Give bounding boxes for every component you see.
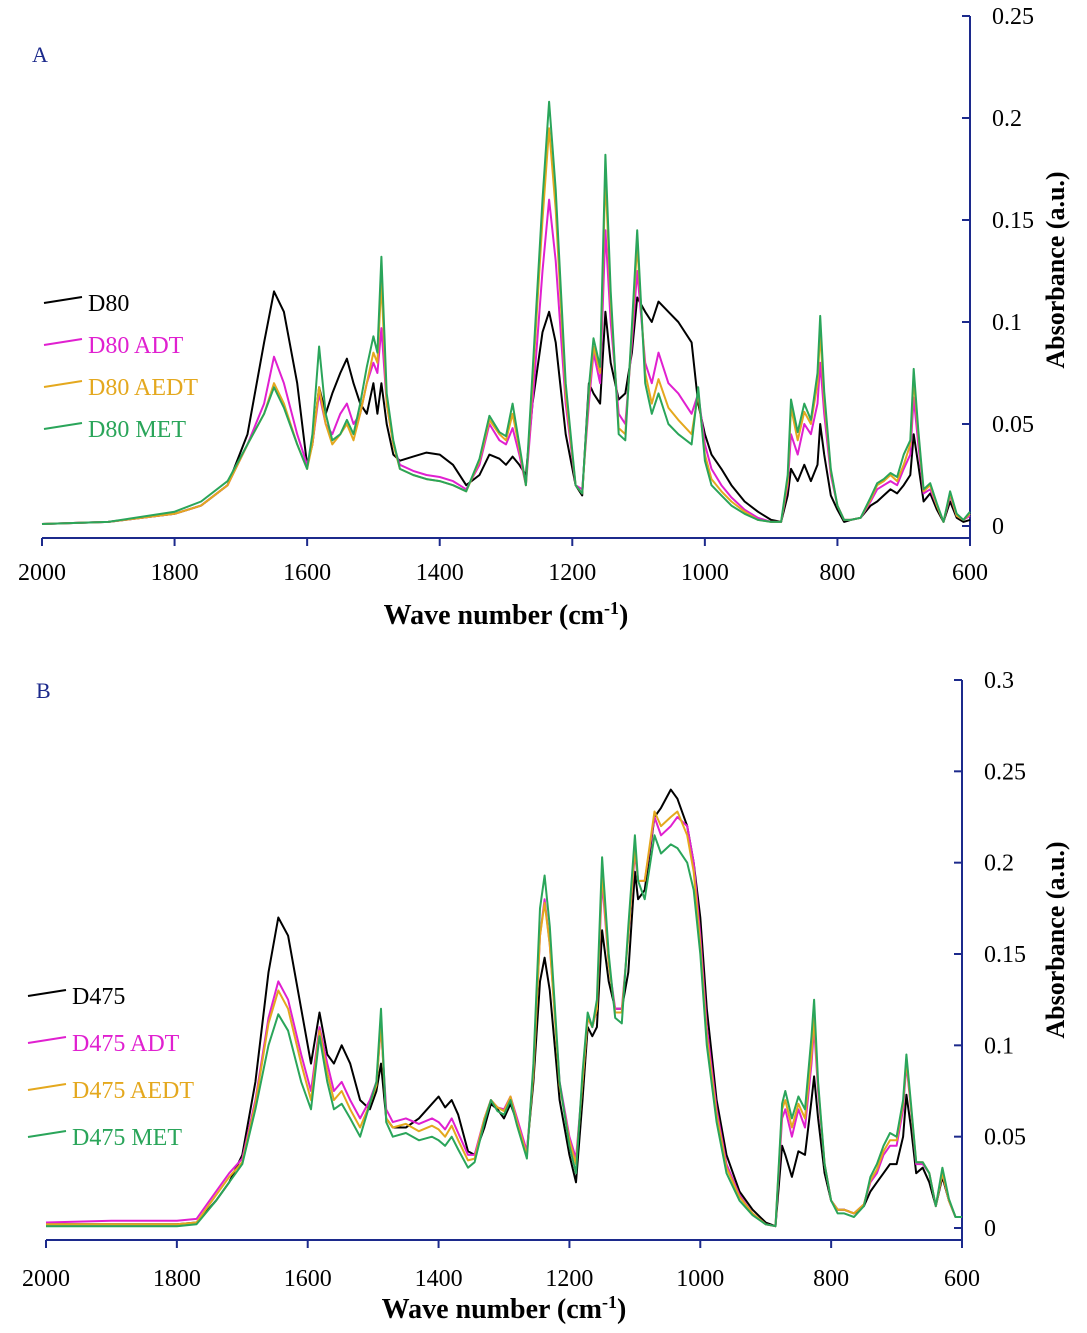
legend-label: D80 MET	[88, 417, 186, 443]
x-tick-label: 1400	[416, 560, 464, 586]
x-tick-label: 1200	[545, 1266, 593, 1292]
x-tick-label: 600	[944, 1266, 980, 1292]
y-tick-label: 0.05	[984, 1125, 1026, 1151]
x-tick-label: 1600	[283, 560, 331, 586]
legend-label: D80 ADT	[88, 333, 184, 359]
x-tick-label: 1800	[153, 1266, 201, 1292]
legend-swatch	[43, 338, 83, 346]
y-tick-label: 0	[992, 514, 1004, 540]
series-line-d475-met	[46, 834, 962, 1228]
panel-letter: B	[36, 678, 51, 703]
legend-label: D475 ADT	[72, 1031, 180, 1057]
legend-swatch	[43, 422, 83, 430]
x-axis-label-sup: -1	[604, 598, 619, 618]
x-tick-label: 2000	[18, 560, 66, 586]
y-tick-label: 0.05	[992, 412, 1034, 438]
x-axis-label-tail: )	[617, 1294, 626, 1325]
legend-label: D475 AEDT	[72, 1078, 194, 1104]
legend-swatch	[43, 296, 83, 304]
y-tick-label: 0.15	[992, 208, 1034, 234]
legend-label: D80 AEDT	[88, 375, 198, 401]
y-axis-label: Absorbance (a.u.)	[1041, 171, 1070, 368]
x-tick-label: 1000	[676, 1266, 724, 1292]
y-tick-label: 0.2	[984, 851, 1014, 877]
x-axis-label-tail: )	[619, 600, 628, 631]
x-tick-label: 1200	[548, 560, 596, 586]
x-tick-label: 800	[813, 1266, 849, 1292]
x-tick-label: 2000	[22, 1266, 70, 1292]
x-tick-label: 1400	[415, 1266, 463, 1292]
legend-label: D80	[88, 291, 129, 317]
x-axis-label: Wave number (cm-1)	[384, 598, 629, 631]
x-axis-label-sup: -1	[602, 1292, 617, 1312]
legend-swatch	[27, 1130, 67, 1138]
y-tick-label: 0.25	[984, 759, 1026, 785]
legend-swatch	[27, 1036, 67, 1044]
x-tick-label: 800	[819, 560, 855, 586]
y-tick-label: 0.3	[984, 668, 1014, 694]
series-line-d80	[41, 290, 971, 525]
legend-swatch	[43, 380, 83, 388]
y-tick-label: 0.2	[992, 106, 1022, 132]
y-tick-label: 0.1	[984, 1033, 1014, 1059]
y-tick-label: 0.1	[992, 310, 1022, 336]
x-tick-label: 1000	[681, 560, 729, 586]
legend-label: D475 MET	[72, 1125, 182, 1151]
legend-label: D475	[72, 984, 125, 1010]
x-axis-label-main: Wave number (cm	[382, 1294, 602, 1325]
y-tick-label: 0	[984, 1216, 996, 1242]
x-tick-label: 600	[952, 560, 988, 586]
y-tick-label: 0.25	[992, 4, 1034, 30]
y-tick-label: 0.15	[984, 942, 1026, 968]
legend-swatch	[27, 1083, 67, 1091]
legend-swatch	[27, 989, 67, 997]
x-tick-label: 1600	[284, 1266, 332, 1292]
x-tick-label: 1800	[151, 560, 199, 586]
x-axis-label-main: Wave number (cm	[384, 600, 604, 631]
y-axis-label: Absorbance (a.u.)	[1041, 841, 1070, 1038]
panel-letter: A	[32, 42, 48, 67]
x-axis-label: Wave number (cm-1)	[382, 1292, 627, 1325]
series-line-d80-met	[41, 100, 971, 525]
